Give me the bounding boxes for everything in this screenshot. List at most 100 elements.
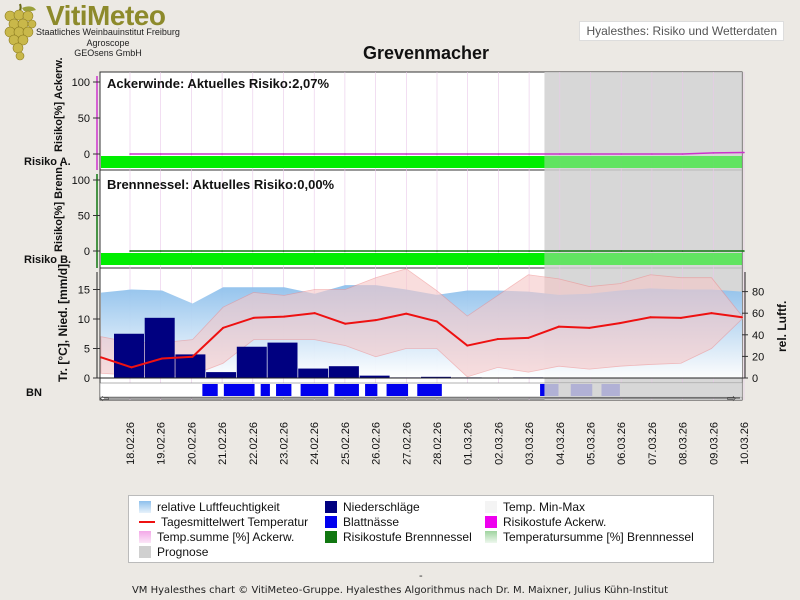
temperature-point <box>527 336 530 339</box>
temperature-point <box>313 312 316 315</box>
logo-line-3: GEOsens GmbH <box>74 48 142 58</box>
logo-line-1: Staatliches Weinbauinstitut Freiburg <box>36 27 180 37</box>
leaf-wetness-segment <box>276 384 292 396</box>
leaf-wetness-segment <box>260 384 270 396</box>
legend-item: Blattnässe <box>325 515 399 529</box>
legend-item: Temp. Min-Max <box>485 500 585 514</box>
x-tick-label: 07.03.26 <box>647 422 659 465</box>
y-tick-label: 0 <box>84 373 90 385</box>
temperature-point <box>466 344 469 347</box>
legend: relative Luftfeuchtigkeit Niederschläge Te… <box>128 495 714 563</box>
logo-grapes-icon <box>2 2 40 62</box>
risk-band-forecast <box>544 156 742 168</box>
legend-label: Temp.summe [%] Ackerw. <box>157 530 295 544</box>
x-tick-label: 21.02.26 <box>217 422 229 465</box>
x-tick-label: 09.03.26 <box>708 422 720 465</box>
precip-bar <box>359 375 390 378</box>
legend-swatch <box>325 501 337 513</box>
y-tick-label: 15 <box>78 285 90 297</box>
legend-item: Temp.summe [%] Ackerw. <box>139 530 294 544</box>
legend-label: Risikostufe Ackerw. <box>503 515 607 529</box>
risk-a-label: Risiko A. <box>24 156 71 168</box>
prognose-shade <box>544 383 742 397</box>
temperature-point <box>374 319 377 322</box>
leaf-wetness-segment <box>223 384 255 396</box>
precip-bar <box>206 372 237 378</box>
temperature-point <box>557 325 560 328</box>
temperature-point <box>161 357 164 360</box>
bn-label: BN <box>26 387 42 399</box>
x-tick-label: 08.03.26 <box>678 422 690 465</box>
risk-series-line <box>130 151 745 155</box>
precip-bar <box>114 333 144 378</box>
legend-swatch <box>485 501 497 513</box>
x-tick-label: 23.02.26 <box>279 422 291 465</box>
legend-label: relative Luftfeuchtigkeit <box>157 500 280 514</box>
risk-band-current <box>101 156 545 168</box>
legend-item: Risikostufe Brennnessel <box>325 530 472 544</box>
legend-item: Temperatursumme [%] Brennnessel <box>485 530 694 544</box>
leaf-wetness-segment <box>202 384 218 396</box>
legend-item: Niederschläge <box>325 500 420 514</box>
y-tick-label-right: 60 <box>752 308 764 320</box>
temperature-point <box>741 316 743 319</box>
temperature-point <box>405 312 408 315</box>
leaf-wetness-segment <box>365 384 378 396</box>
legend-swatch <box>325 531 337 543</box>
precip-bar <box>421 376 451 378</box>
leaf-wetness-segment <box>417 384 442 396</box>
temperature-line <box>100 312 743 369</box>
y-tick-label-right: 40 <box>752 330 764 342</box>
leaf-wetness-segment <box>300 384 329 396</box>
y-tick-label: 100 <box>72 175 90 187</box>
x-tick-label: 20.02.26 <box>186 422 198 465</box>
temperature-point <box>130 366 133 369</box>
logo-wordmark: VitiMeteo <box>46 0 166 31</box>
legend-swatch <box>139 501 151 513</box>
x-tick-label: 01.03.26 <box>463 422 475 465</box>
temperature-point <box>344 322 347 325</box>
temperature-point <box>435 320 438 323</box>
x-tick-label: 02.03.26 <box>493 422 505 465</box>
temperature-point <box>252 316 255 319</box>
legend-swatch <box>485 516 497 528</box>
y-tick-label-right: 20 <box>752 351 764 363</box>
legend-label: Risikostufe Brennnessel <box>343 530 472 544</box>
y-tick-label: 5 <box>84 344 90 356</box>
logo-line-2: Agroscope <box>86 38 130 48</box>
scroll-left-icon[interactable]: ⇦ <box>100 393 109 405</box>
legend-label: Blattnässe <box>343 515 400 529</box>
legend-label: Tagesmittelwert Temperatur <box>161 515 309 529</box>
legend-swatch <box>139 531 151 543</box>
chart-title: Grevenmacher <box>362 43 490 63</box>
y-tick-label-right: 0 <box>752 373 758 385</box>
leaf-wetness-segment <box>386 384 409 396</box>
temperature-point <box>191 355 194 358</box>
temperature-point <box>100 356 102 359</box>
legend-label: Temp. Min-Max <box>503 500 586 514</box>
precip-bar <box>175 354 206 378</box>
temperature-point <box>496 338 499 341</box>
x-tick-label: 25.02.26 <box>340 422 352 465</box>
y-tick-label: 0 <box>84 149 90 161</box>
legend-swatch <box>485 531 497 543</box>
precip-bar <box>267 342 298 378</box>
panel-weather-ylabel-left: Tr. [°C], Nied. [mm/d] <box>56 264 70 382</box>
legend-label: Temperatursumme [%] Brennnessel <box>503 530 694 544</box>
y-tick-label: 10 <box>78 314 90 326</box>
temperature-point <box>618 322 621 325</box>
x-tick-label: 24.02.26 <box>309 422 321 465</box>
footer-dash: - <box>419 570 423 582</box>
x-tick-label: 26.02.26 <box>371 422 383 465</box>
temp-minmax-band <box>100 268 743 378</box>
temperature-point <box>283 315 286 318</box>
y-tick-label: 50 <box>78 211 90 223</box>
x-tick-label: 22.02.26 <box>248 422 260 465</box>
scroll-right-icon[interactable]: ⇨ <box>727 393 736 405</box>
legend-swatch <box>139 521 155 523</box>
temperature-point <box>649 316 652 319</box>
risk-b-label: Risiko B. <box>24 254 71 266</box>
y-tick-label: 0 <box>84 246 90 258</box>
x-tick-label: 05.03.26 <box>586 422 598 465</box>
x-tick-label: 27.02.26 <box>401 422 413 465</box>
